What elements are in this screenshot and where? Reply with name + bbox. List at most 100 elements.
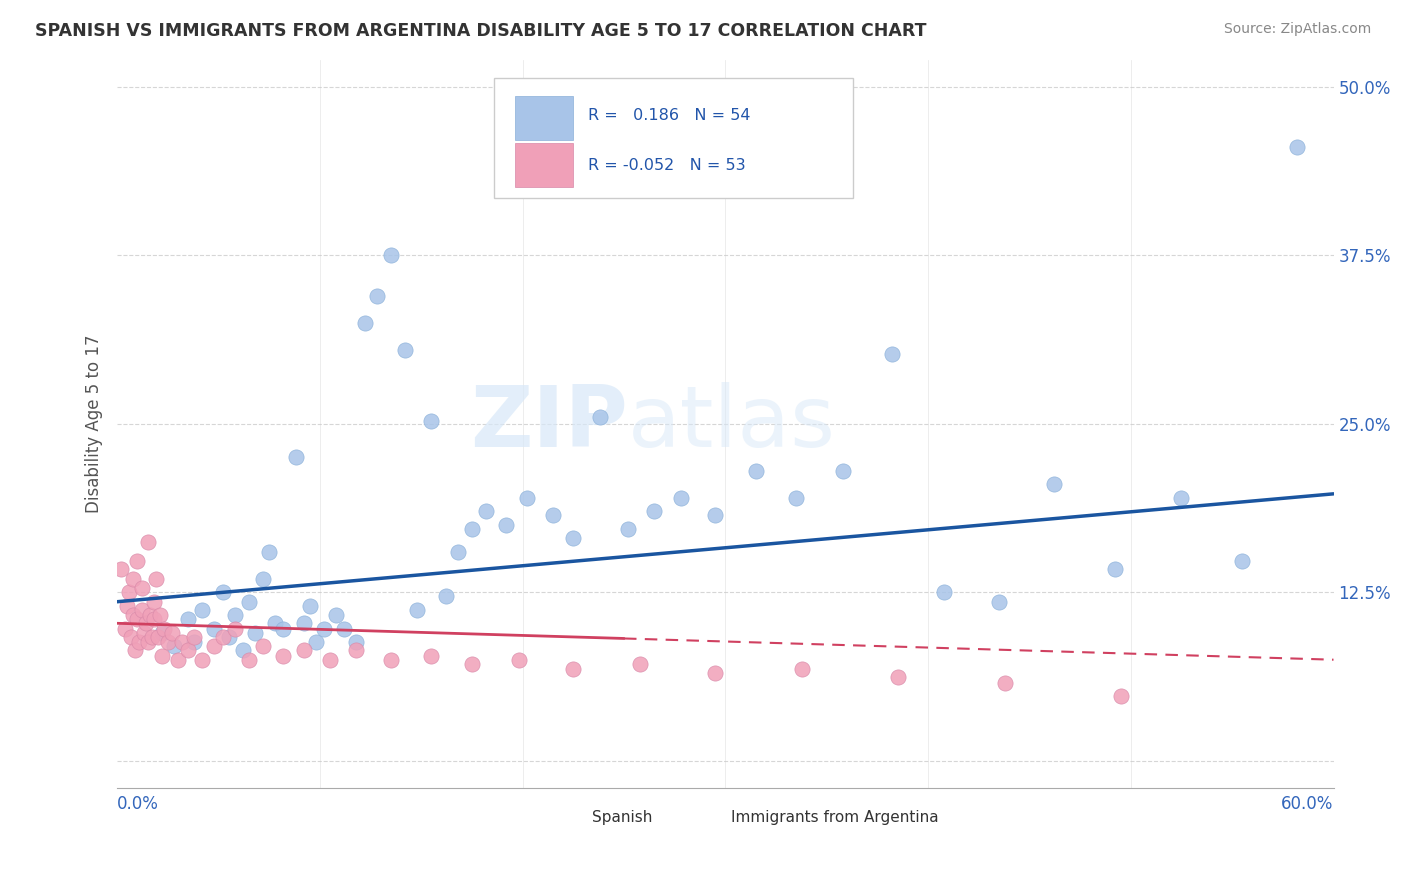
Point [204, 622, 226, 636]
Text: Immigrants from Argentina: Immigrants from Argentina [731, 810, 939, 825]
Point [1170, 491, 1192, 505]
Text: R =   0.186   N = 54: R = 0.186 N = 54 [588, 108, 751, 123]
Point [344, 635, 367, 649]
Point [117, 599, 139, 613]
Point [135, 616, 157, 631]
Point [628, 657, 651, 671]
Point [204, 639, 226, 653]
Point [704, 666, 727, 681]
Point [319, 653, 342, 667]
Point [238, 653, 260, 667]
Point [153, 622, 176, 636]
Point [232, 643, 254, 657]
Text: atlas: atlas [628, 382, 837, 466]
Point [1109, 689, 1132, 703]
FancyBboxPatch shape [495, 78, 853, 198]
Point [177, 612, 200, 626]
Point [131, 581, 153, 595]
Point [745, 464, 768, 478]
Point [934, 585, 956, 599]
Point [461, 522, 484, 536]
Point [994, 675, 1017, 690]
Point [1042, 477, 1064, 491]
Point [785, 491, 807, 505]
Y-axis label: Disability Age 5 to 17: Disability Age 5 to 17 [86, 334, 103, 513]
Point [170, 635, 193, 649]
Point [273, 622, 295, 636]
Point [832, 464, 855, 478]
Point [252, 639, 274, 653]
Point [298, 599, 321, 613]
Point [128, 635, 150, 649]
Point [257, 545, 280, 559]
Point [252, 572, 274, 586]
Point [886, 670, 908, 684]
Point [150, 625, 173, 640]
Point [669, 491, 692, 505]
Point [475, 504, 498, 518]
Point [284, 450, 307, 465]
Point [136, 635, 159, 649]
Point [292, 616, 315, 631]
Point [183, 630, 205, 644]
Point [1232, 554, 1254, 568]
Text: ZIP: ZIP [470, 382, 628, 466]
Point [142, 612, 165, 626]
Text: R = -0.052   N = 53: R = -0.052 N = 53 [588, 158, 745, 173]
Point [224, 622, 246, 636]
Point [312, 622, 335, 636]
Point [224, 608, 246, 623]
Point [127, 612, 149, 626]
Point [110, 562, 132, 576]
Point [447, 545, 470, 559]
Point [562, 662, 585, 676]
Point [124, 643, 146, 657]
Point [238, 595, 260, 609]
Point [120, 630, 142, 644]
Point [508, 653, 530, 667]
Point [380, 248, 402, 262]
Point [353, 316, 375, 330]
Point [344, 643, 367, 657]
Point [434, 590, 457, 604]
Point [292, 643, 315, 657]
Point [617, 522, 640, 536]
Point [163, 639, 186, 653]
Point [141, 630, 163, 644]
Point [127, 554, 149, 568]
Point [305, 635, 328, 649]
Point [589, 409, 612, 424]
Point [1285, 140, 1308, 154]
Text: 0.0%: 0.0% [117, 795, 159, 813]
Point [243, 625, 266, 640]
Point [156, 635, 179, 649]
Point [132, 625, 155, 640]
Point [516, 491, 538, 505]
Point [149, 608, 172, 623]
Point [160, 625, 183, 640]
Point [118, 585, 141, 599]
Bar [695, 807, 721, 828]
Text: Source: ZipAtlas.com: Source: ZipAtlas.com [1223, 22, 1371, 37]
Bar [515, 144, 574, 187]
Point [792, 662, 814, 676]
Point [704, 508, 727, 523]
Point [420, 414, 443, 428]
Point [325, 608, 347, 623]
Point [218, 630, 240, 644]
Point [211, 630, 233, 644]
Bar [515, 96, 574, 140]
Point [461, 657, 484, 671]
Point [264, 616, 287, 631]
Point [420, 648, 443, 663]
Point [114, 622, 136, 636]
Point [122, 572, 145, 586]
Point [142, 595, 165, 609]
Point [131, 603, 153, 617]
Point [183, 635, 205, 649]
Text: SPANISH VS IMMIGRANTS FROM ARGENTINA DISABILITY AGE 5 TO 17 CORRELATION CHART: SPANISH VS IMMIGRANTS FROM ARGENTINA DIS… [35, 22, 927, 40]
Text: Spanish: Spanish [592, 810, 652, 825]
Point [333, 622, 356, 636]
Point [150, 648, 173, 663]
Point [211, 585, 233, 599]
